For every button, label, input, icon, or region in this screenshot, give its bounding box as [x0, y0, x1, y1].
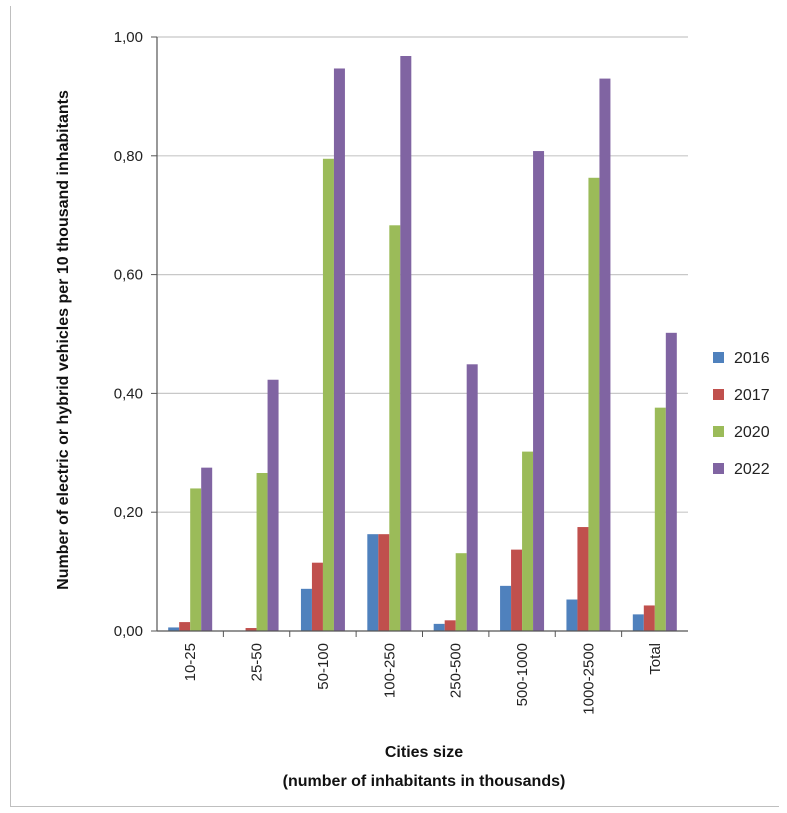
y-tick-label: 0,80	[114, 148, 143, 165]
x-axis-title-line2: (number of inhabitants in thousands)	[283, 773, 566, 790]
bar-2017-10-25	[179, 622, 191, 631]
bar-2022-250-500	[466, 364, 478, 631]
bar-2016-50-100	[300, 588, 312, 631]
bar-2020-250-500	[455, 553, 467, 631]
bar-2017-1000-2500	[577, 527, 589, 631]
legend-swatch-2022	[713, 463, 724, 474]
bar-2020-50-100	[322, 158, 334, 631]
bar-2016-500-1000	[500, 585, 512, 631]
legend-swatch-2016	[713, 352, 724, 363]
bar-2022-10-25	[201, 467, 213, 631]
legend-label-2017: 2017	[734, 387, 770, 404]
bar-2017-100-250	[378, 534, 390, 631]
x-tick-label: 500-1000	[514, 643, 531, 706]
legend-label-2022: 2022	[734, 461, 770, 478]
legend: 2016 2017 2020 2022	[713, 350, 770, 478]
y-tick-label: 0,00	[114, 623, 143, 640]
y-tick-label: 0,40	[114, 385, 143, 402]
x-axis-title-line1: Cities size	[385, 744, 463, 761]
y-tick-label: 0,60	[114, 267, 143, 284]
x-tick-label: 100-250	[381, 643, 398, 698]
bar-2022-25-50	[267, 379, 279, 631]
x-tick-label: 250-500	[448, 643, 465, 698]
bar-2016-100-250	[367, 534, 379, 631]
bar-2016-10-25	[168, 627, 180, 631]
y-axis-title: Number of electric or hybrid vehicles pe…	[55, 90, 72, 590]
x-axis-ticks: 10-25 25-50 50-100 100-250 250-500 500-1000 10…	[182, 631, 664, 715]
bar-2017-50-100	[311, 562, 323, 631]
bar-2020-Total	[654, 407, 666, 631]
x-tick-label: 50-100	[315, 643, 332, 690]
bar-2016-Total	[632, 614, 644, 631]
y-axis-ticks: 0,00 0,20 0,40 0,60 0,80 1,00	[114, 29, 157, 640]
x-tick-label: 10-25	[182, 643, 199, 681]
bar-2020-25-50	[256, 472, 268, 631]
bar-2016-250-500	[433, 623, 445, 631]
bar-2020-100-250	[389, 225, 401, 631]
bar-2017-500-1000	[511, 549, 523, 631]
bar-2022-50-100	[333, 68, 345, 632]
bars	[168, 56, 677, 632]
bar-2017-250-500	[444, 620, 456, 631]
legend-label-2016: 2016	[734, 350, 770, 367]
x-tick-label: 25-50	[249, 643, 266, 681]
bar-2017-Total	[643, 605, 655, 631]
bar-2020-500-1000	[522, 451, 534, 631]
legend-swatch-2020	[713, 426, 724, 437]
legend-label-2020: 2020	[734, 424, 770, 441]
axes	[156, 37, 688, 632]
y-tick-label: 0,20	[114, 504, 143, 521]
x-tick-label: Total	[647, 643, 664, 675]
x-tick-label: 1000-2500	[580, 643, 597, 715]
bar-2022-500-1000	[533, 151, 545, 631]
bar-2017-25-50	[245, 628, 257, 631]
bar-2020-1000-2500	[588, 177, 600, 631]
bar-2022-Total	[665, 332, 677, 631]
bar-2016-1000-2500	[566, 599, 578, 631]
bar-2022-1000-2500	[599, 78, 611, 631]
bar-2022-100-250	[400, 56, 412, 632]
chart-frame	[10, 6, 779, 807]
y-tick-label: 1,00	[114, 29, 143, 46]
bar-2020-10-25	[190, 488, 202, 631]
legend-swatch-2017	[713, 389, 724, 400]
